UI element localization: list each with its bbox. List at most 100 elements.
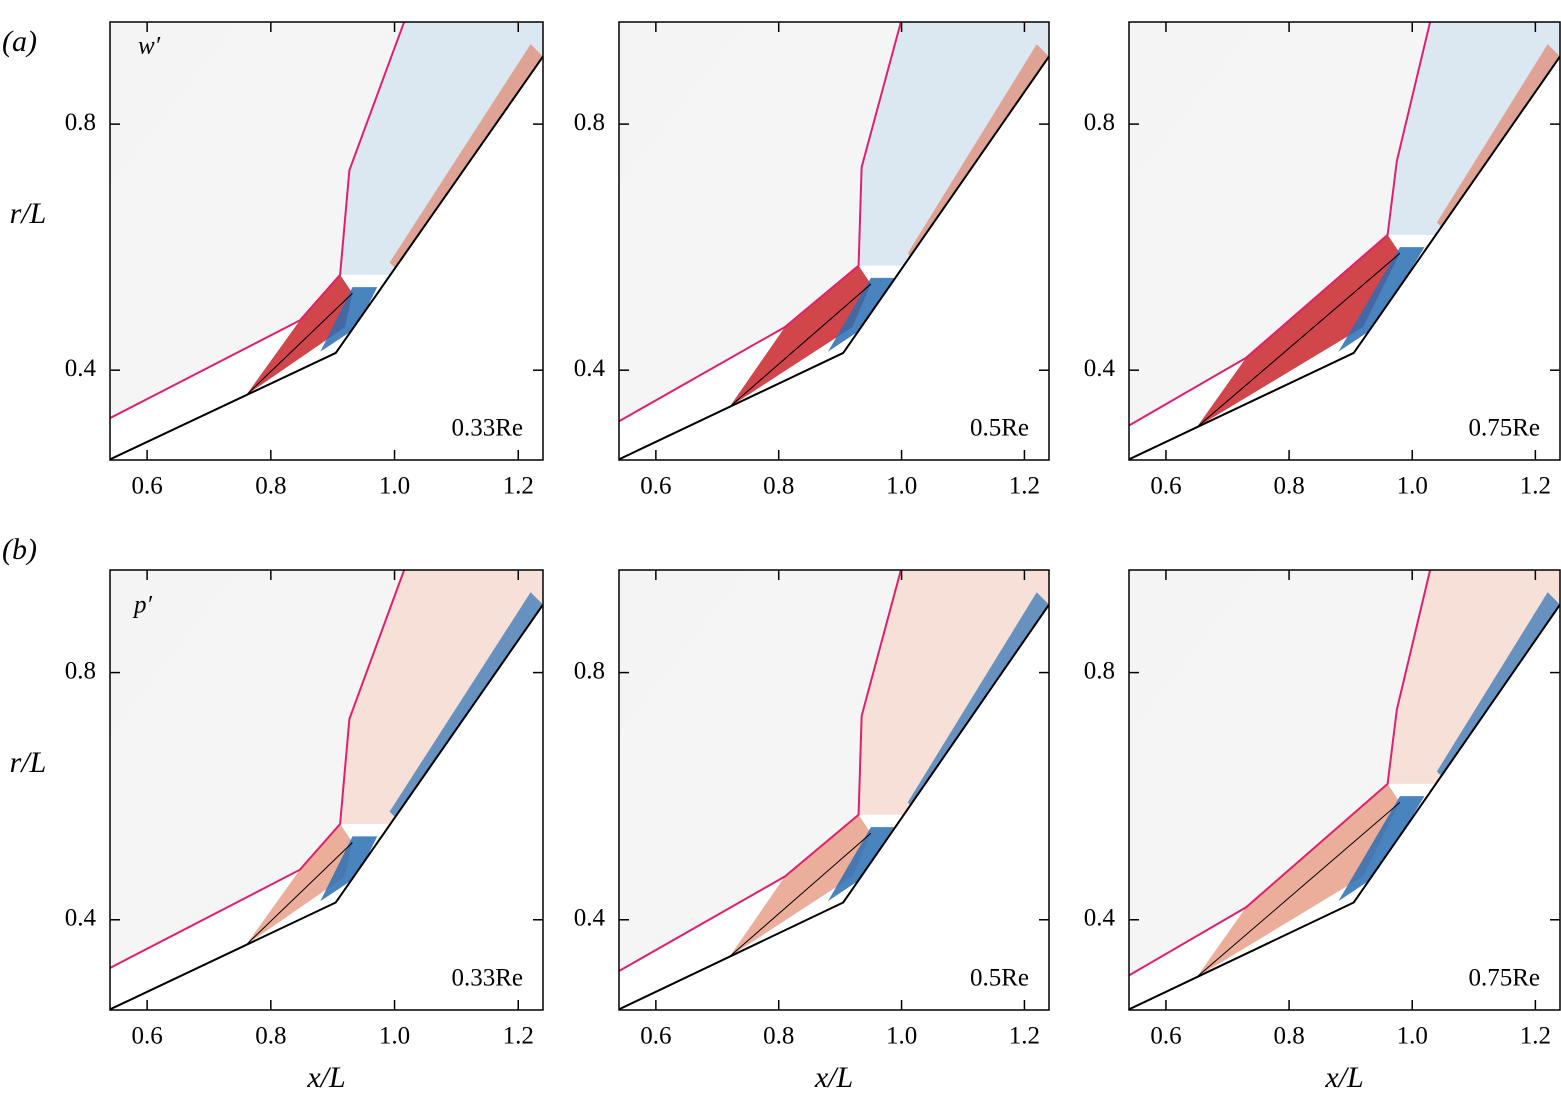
upstream xyxy=(619,22,901,460)
panel-label: 0.5Re xyxy=(970,415,1029,442)
wall xyxy=(619,55,1049,460)
body xyxy=(619,56,1049,460)
x-tick-label: 0.6 xyxy=(131,473,162,500)
body xyxy=(1129,56,1560,460)
positive-band xyxy=(246,274,353,396)
shock xyxy=(110,570,406,969)
x-tick-label: 1.0 xyxy=(886,1023,917,1050)
field xyxy=(1129,570,1560,1010)
panel-label: 0.5Re xyxy=(970,965,1029,992)
upstream xyxy=(619,570,901,1010)
x-tick-label: 0.6 xyxy=(640,473,671,500)
x-tick-label: 0.6 xyxy=(640,1023,671,1050)
field xyxy=(110,22,543,460)
y-tick-label: 0.8 xyxy=(65,109,96,136)
frame xyxy=(618,569,1050,1011)
body xyxy=(110,56,543,460)
row-label: (b) xyxy=(2,533,37,566)
x-tick-label: 0.8 xyxy=(255,1023,286,1050)
x-tick-label: 1.2 xyxy=(503,473,534,500)
y-tick-label: 0.4 xyxy=(574,355,606,382)
negative-band xyxy=(1338,796,1425,902)
field xyxy=(619,570,1049,1010)
frame xyxy=(618,21,1050,461)
y-tick-label: 0.8 xyxy=(574,109,605,136)
x-tick-label: 0.8 xyxy=(1273,473,1304,500)
negative-band xyxy=(1338,247,1425,352)
x-tick-label: 1.2 xyxy=(1520,473,1551,500)
frame xyxy=(109,569,544,1011)
field xyxy=(1129,22,1560,460)
y-tick-label: 0.8 xyxy=(65,657,96,684)
negative-band xyxy=(320,836,378,902)
y-axis-label: r/L xyxy=(10,197,47,230)
x-axis-label: x/L xyxy=(306,1061,345,1094)
x-tick-label: 1.0 xyxy=(1397,473,1428,500)
y-tick-label: 0.8 xyxy=(1084,657,1115,684)
wake xyxy=(858,22,1049,266)
x-tick-label: 1.0 xyxy=(379,473,410,500)
y-tick-label: 0.4 xyxy=(574,905,606,932)
wake xyxy=(340,570,543,824)
shock xyxy=(619,22,902,423)
wake xyxy=(340,22,543,275)
x-tick-label: 1.2 xyxy=(1009,1023,1040,1050)
shock xyxy=(619,570,902,972)
x-tick-label: 1.2 xyxy=(1520,1023,1551,1050)
upstream xyxy=(1129,570,1431,1010)
field xyxy=(619,22,1049,460)
streak xyxy=(1436,44,1560,235)
y-axis-label: r/L xyxy=(10,746,47,779)
x-tick-label: 1.0 xyxy=(1397,1023,1428,1050)
shock xyxy=(110,22,406,420)
x-tick-label: 0.8 xyxy=(1273,1023,1304,1050)
row-label: (a) xyxy=(2,25,37,58)
streak xyxy=(389,592,543,824)
wall xyxy=(1129,55,1560,460)
body xyxy=(1129,604,1560,1010)
negative-band xyxy=(827,827,896,902)
y-tick-label: 0.4 xyxy=(65,905,97,932)
frame xyxy=(1128,569,1561,1011)
negative-band xyxy=(827,277,896,352)
shear-line xyxy=(729,283,872,408)
upstream xyxy=(110,22,405,460)
x-tick-label: 1.2 xyxy=(1009,473,1040,500)
y-tick-label: 0.4 xyxy=(1084,905,1116,932)
x-axis-label: x/L xyxy=(1324,1061,1363,1094)
body xyxy=(110,604,543,1010)
x-tick-label: 0.6 xyxy=(131,1023,162,1050)
panel-label: 0.33Re xyxy=(451,965,523,992)
streak xyxy=(389,44,543,275)
x-tick-label: 0.6 xyxy=(1150,473,1181,500)
negative-band xyxy=(320,287,378,352)
wall xyxy=(110,604,543,1010)
y-tick-label: 0.4 xyxy=(1084,355,1116,382)
panel-label: 0.75Re xyxy=(1468,965,1540,992)
x-tick-label: 0.6 xyxy=(1150,1023,1181,1050)
x-tick-label: 0.8 xyxy=(255,473,286,500)
y-tick-label: 0.4 xyxy=(65,355,97,382)
wall xyxy=(1129,604,1560,1010)
x-tick-label: 0.8 xyxy=(763,1023,794,1050)
panel-label: 0.33Re xyxy=(451,415,523,442)
wall xyxy=(619,604,1049,1010)
positive-band xyxy=(1196,783,1400,978)
field-label: p′ xyxy=(132,592,153,619)
positive-band xyxy=(1196,234,1400,428)
shock xyxy=(1129,22,1432,427)
wall xyxy=(110,55,543,460)
field xyxy=(110,570,543,1010)
wake xyxy=(858,570,1049,815)
positive-band xyxy=(246,823,353,945)
y-tick-label: 0.8 xyxy=(1084,109,1115,136)
frame xyxy=(109,21,544,461)
shear-line xyxy=(729,832,872,958)
shear-line xyxy=(245,842,353,946)
frame xyxy=(1128,21,1561,461)
positive-band xyxy=(729,814,871,957)
shear-line xyxy=(1196,801,1401,978)
upstream xyxy=(1129,22,1431,460)
wake xyxy=(1387,570,1560,784)
